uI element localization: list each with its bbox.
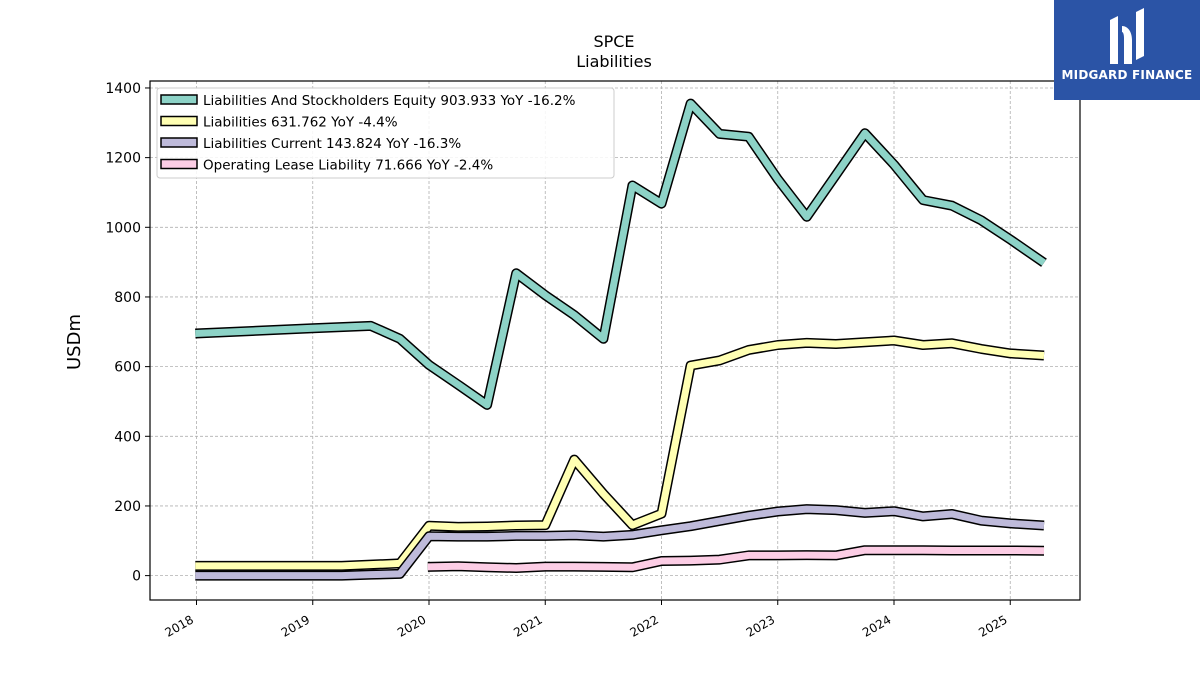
series-3 [427,545,1045,573]
y-tick-label: 600 [114,360,141,376]
series-line [195,337,1045,570]
legend-swatch [160,115,198,127]
midgard-finance-logo: MIDGARD FINANCE [1054,0,1200,100]
series-lines [195,98,1047,581]
logo-text: MIDGARD FINANCE [1061,68,1193,82]
y-tick-label: 400 [114,429,141,445]
x-tick-label: 2022 [628,612,661,639]
series-line [195,100,1046,409]
x-tick-label: 2020 [395,612,428,639]
y-tick-label: 200 [114,499,141,515]
x-tick-label: 2019 [279,612,312,639]
x-tick-label: 2021 [511,612,544,639]
logo-mark-icon [1110,8,1144,64]
y-axis-label: USDm [64,314,85,370]
series-2 [195,504,1045,581]
y-tick-label: 1200 [105,151,141,167]
plot-frame [149,80,1081,601]
legend-label: Liabilities And Stockholders Equity 903.… [203,93,576,109]
x-tick-label: 2025 [976,612,1009,639]
legend-label: Liabilities Current 143.824 YoY -16.3% [203,136,461,152]
legend-swatch [160,158,198,170]
y-tick-label: 0 [132,569,141,585]
chart-title: SPCE [593,32,634,51]
series-0 [195,98,1047,410]
legend-swatch [160,94,198,105]
x-tick-label: 2024 [860,612,893,639]
legend-swatch [160,137,198,148]
legend: Liabilities And Stockholders Equity 903.… [156,87,615,179]
legend-box [156,87,615,179]
y-tick-label: 1400 [105,81,141,97]
chart-subtitle: Liabilities [576,52,652,71]
series-1 [195,335,1045,571]
legend-label: Liabilities 631.762 YoY -4.4% [203,115,398,131]
y-tick-label: 800 [114,290,141,306]
legend-label: Operating Lease Liability 71.666 YoY -2.… [203,158,493,174]
x-tick-label: 2023 [744,612,777,639]
x-tick-label: 2018 [163,612,196,639]
series-line [427,546,1045,572]
series-line [195,505,1045,580]
y-tick-label: 1000 [105,220,141,236]
